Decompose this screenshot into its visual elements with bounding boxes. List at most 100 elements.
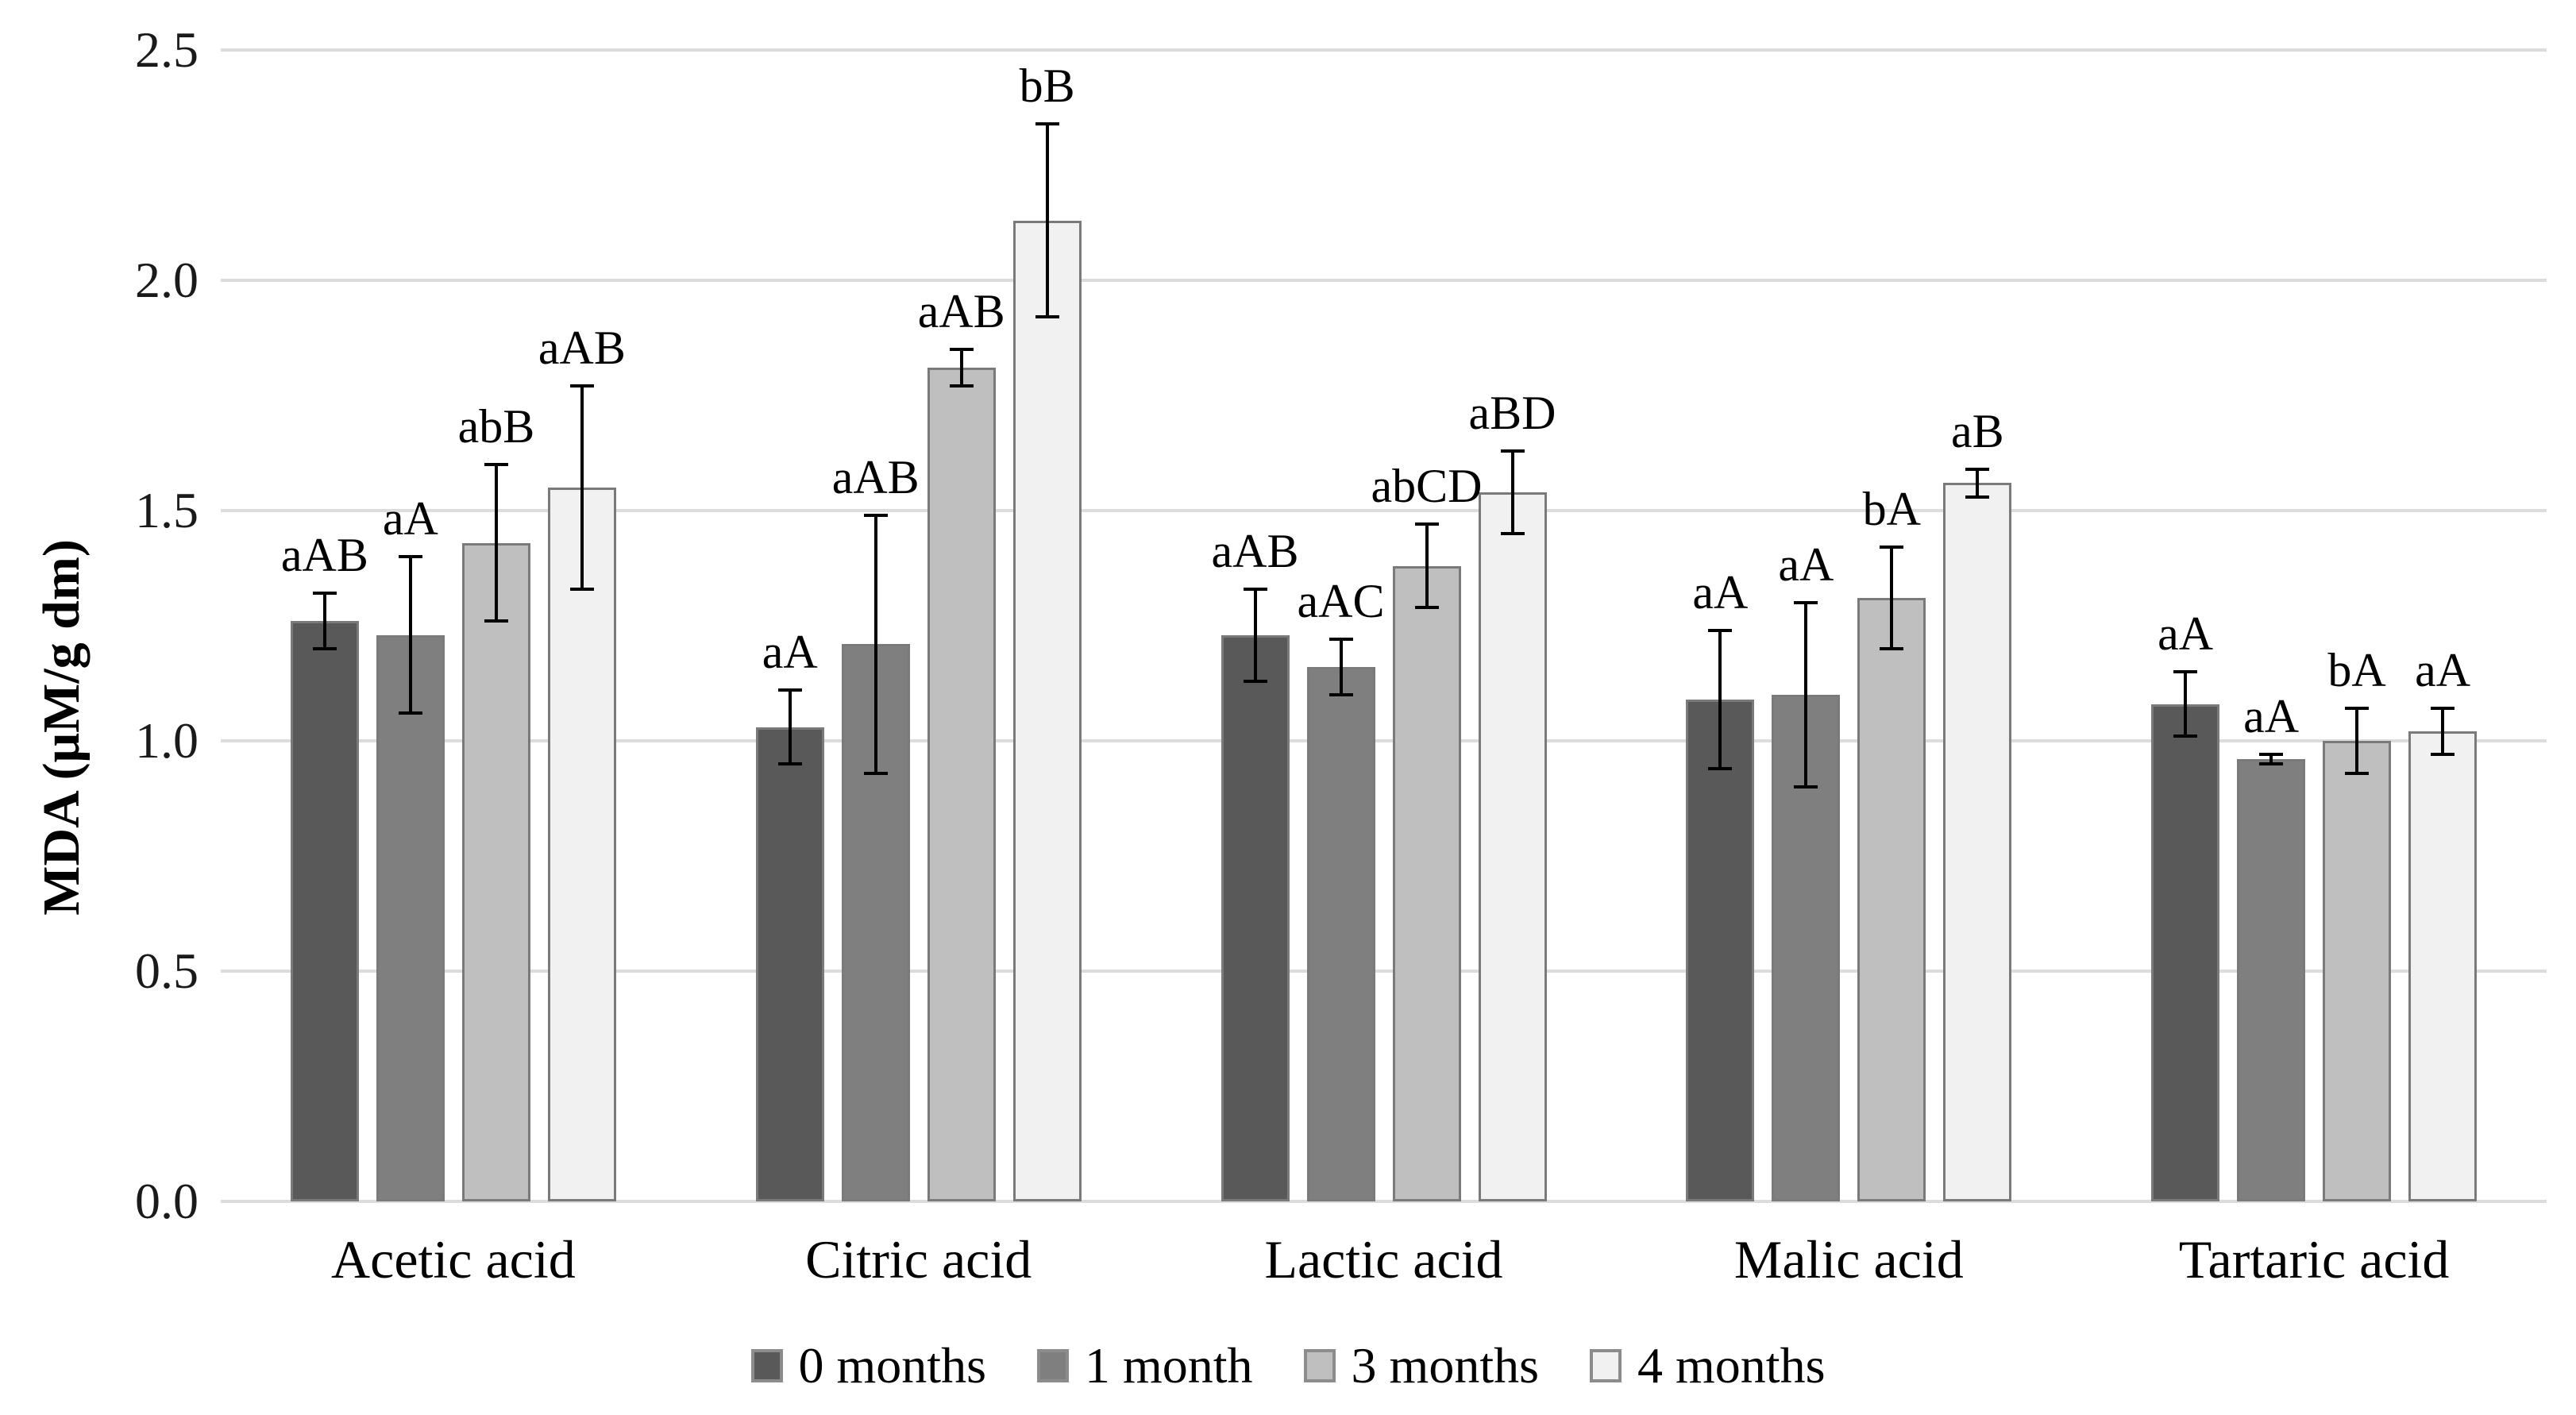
- error-bar-cap: [1035, 121, 1059, 125]
- error-bar-cap: [484, 463, 508, 466]
- y-axis-tick-label: 1.0: [135, 712, 199, 769]
- error-bar-cap: [398, 711, 422, 715]
- error-bar-cap: [1880, 647, 1904, 650]
- bar-4-months-Citric-acid: [1012, 220, 1082, 1201]
- error-bar-cap: [569, 384, 594, 388]
- error-bar-cap: [1880, 546, 1904, 549]
- legend-swatch: [1303, 1349, 1336, 1382]
- error-bar-cap: [1243, 679, 1267, 683]
- legend: 0 months 1 month 3 months 4 months: [0, 1340, 2576, 1391]
- bar-4-months-Malic-acid: [1943, 483, 2012, 1201]
- bar-0-months-Citric-acid: [755, 727, 824, 1201]
- error-bar-cap: [312, 647, 337, 650]
- bar-annotation: aA: [2158, 607, 2214, 660]
- y-axis-tick-label: 1.5: [135, 482, 199, 538]
- error-bar: [580, 386, 584, 589]
- gridline: [221, 970, 2547, 973]
- bar-4-months-Acetic-acid: [547, 488, 616, 1201]
- error-bar-cap: [484, 619, 508, 623]
- bar-3-months-Tartaric-acid: [2323, 741, 2392, 1201]
- error-bar-cap: [569, 587, 594, 591]
- bar-4-months-Lactic-acid: [1478, 492, 1547, 1201]
- bar-annotation: bA: [2327, 644, 2386, 697]
- error-bar-cap: [2259, 753, 2284, 757]
- error-bar: [959, 349, 963, 387]
- legend-item: 4 months: [1590, 1340, 1825, 1391]
- x-category-label: Acetic acid: [331, 1229, 576, 1290]
- y-axis-tick-label: 2.0: [135, 252, 199, 308]
- error-bar-cap: [1035, 315, 1059, 319]
- bar-4-months-Tartaric-acid: [2408, 731, 2478, 1201]
- error-bar: [2269, 754, 2273, 764]
- bar-1-month-Tartaric-acid: [2237, 759, 2306, 1201]
- bar-0-months-Tartaric-acid: [2151, 704, 2220, 1201]
- legend-item: 3 months: [1303, 1340, 1539, 1391]
- gridline: [221, 739, 2547, 742]
- error-bar: [873, 515, 877, 773]
- error-bar-cap: [312, 592, 337, 596]
- x-category-label: Citric acid: [805, 1229, 1032, 1290]
- error-bar-cap: [1328, 638, 1353, 642]
- bar-annotation: aA: [382, 492, 438, 545]
- error-bar: [408, 557, 412, 714]
- error-bar-cap: [1965, 467, 1990, 471]
- error-bar: [788, 690, 792, 764]
- bar-annotation: aA: [2243, 690, 2300, 743]
- error-bar-cap: [1708, 766, 1733, 770]
- error-bar: [1045, 123, 1049, 318]
- error-bar: [2355, 708, 2359, 773]
- error-bar-cap: [2173, 734, 2198, 738]
- bar-annotation: aAB: [917, 285, 1005, 337]
- legend-swatch: [1590, 1349, 1622, 1382]
- error-bar-cap: [2259, 762, 2284, 765]
- error-bar: [1510, 450, 1514, 534]
- bar-1-month-Lactic-acid: [1306, 667, 1375, 1201]
- error-bar-cap: [1794, 601, 1818, 604]
- bar-annotation: aAB: [831, 450, 920, 503]
- error-bar-cap: [949, 384, 974, 388]
- error-bar-cap: [1500, 449, 1525, 453]
- error-bar-cap: [1708, 628, 1733, 632]
- bar-3-months-Malic-acid: [1857, 598, 1926, 1201]
- bar-1-month-Acetic-acid: [376, 634, 445, 1201]
- error-bar-cap: [2431, 707, 2455, 711]
- error-bar-cap: [1500, 532, 1525, 535]
- error-bar-cap: [949, 348, 974, 351]
- bar-3-months-Citric-acid: [927, 368, 996, 1201]
- error-bar: [1976, 468, 1980, 497]
- error-bar: [494, 465, 498, 622]
- bar-annotation: abCD: [1371, 460, 1483, 513]
- bar-annotation: aAB: [1211, 524, 1299, 577]
- error-bar: [1804, 603, 1808, 787]
- x-category-label: Tartaric acid: [2178, 1229, 2450, 1290]
- bar-annotation: bA: [1862, 483, 1921, 536]
- error-bar-cap: [2345, 771, 2370, 775]
- bar-annotation: aB: [1950, 404, 2004, 457]
- gridline: [221, 509, 2547, 512]
- bar-annotation: aA: [1778, 538, 1834, 591]
- bar-0-months-Malic-acid: [1686, 699, 1755, 1201]
- error-bar-cap: [1794, 785, 1818, 788]
- error-bar: [2184, 672, 2188, 737]
- gridline: [221, 279, 2547, 282]
- error-bar-cap: [1414, 605, 1439, 609]
- error-bar-cap: [398, 555, 422, 558]
- bar-3-months-Acetic-acid: [461, 542, 530, 1201]
- legend-item: 0 months: [750, 1340, 986, 1391]
- error-bar-cap: [2345, 707, 2370, 711]
- error-bar: [1253, 588, 1257, 681]
- error-bar-cap: [2173, 670, 2198, 673]
- bar-0-months-Lactic-acid: [1221, 634, 1290, 1201]
- x-category-label: Lactic acid: [1264, 1229, 1503, 1290]
- error-bar-cap: [863, 771, 888, 775]
- gridline: [221, 1200, 2547, 1203]
- legend-item: 1 month: [1036, 1340, 1253, 1391]
- x-category-label: Malic acid: [1733, 1229, 1964, 1290]
- bar-annotation: abB: [457, 400, 535, 453]
- error-bar: [1339, 639, 1343, 695]
- error-bar-cap: [777, 688, 802, 692]
- error-bar-cap: [1965, 495, 1990, 499]
- error-bar: [2441, 708, 2445, 755]
- bar-annotation: aAC: [1297, 575, 1385, 628]
